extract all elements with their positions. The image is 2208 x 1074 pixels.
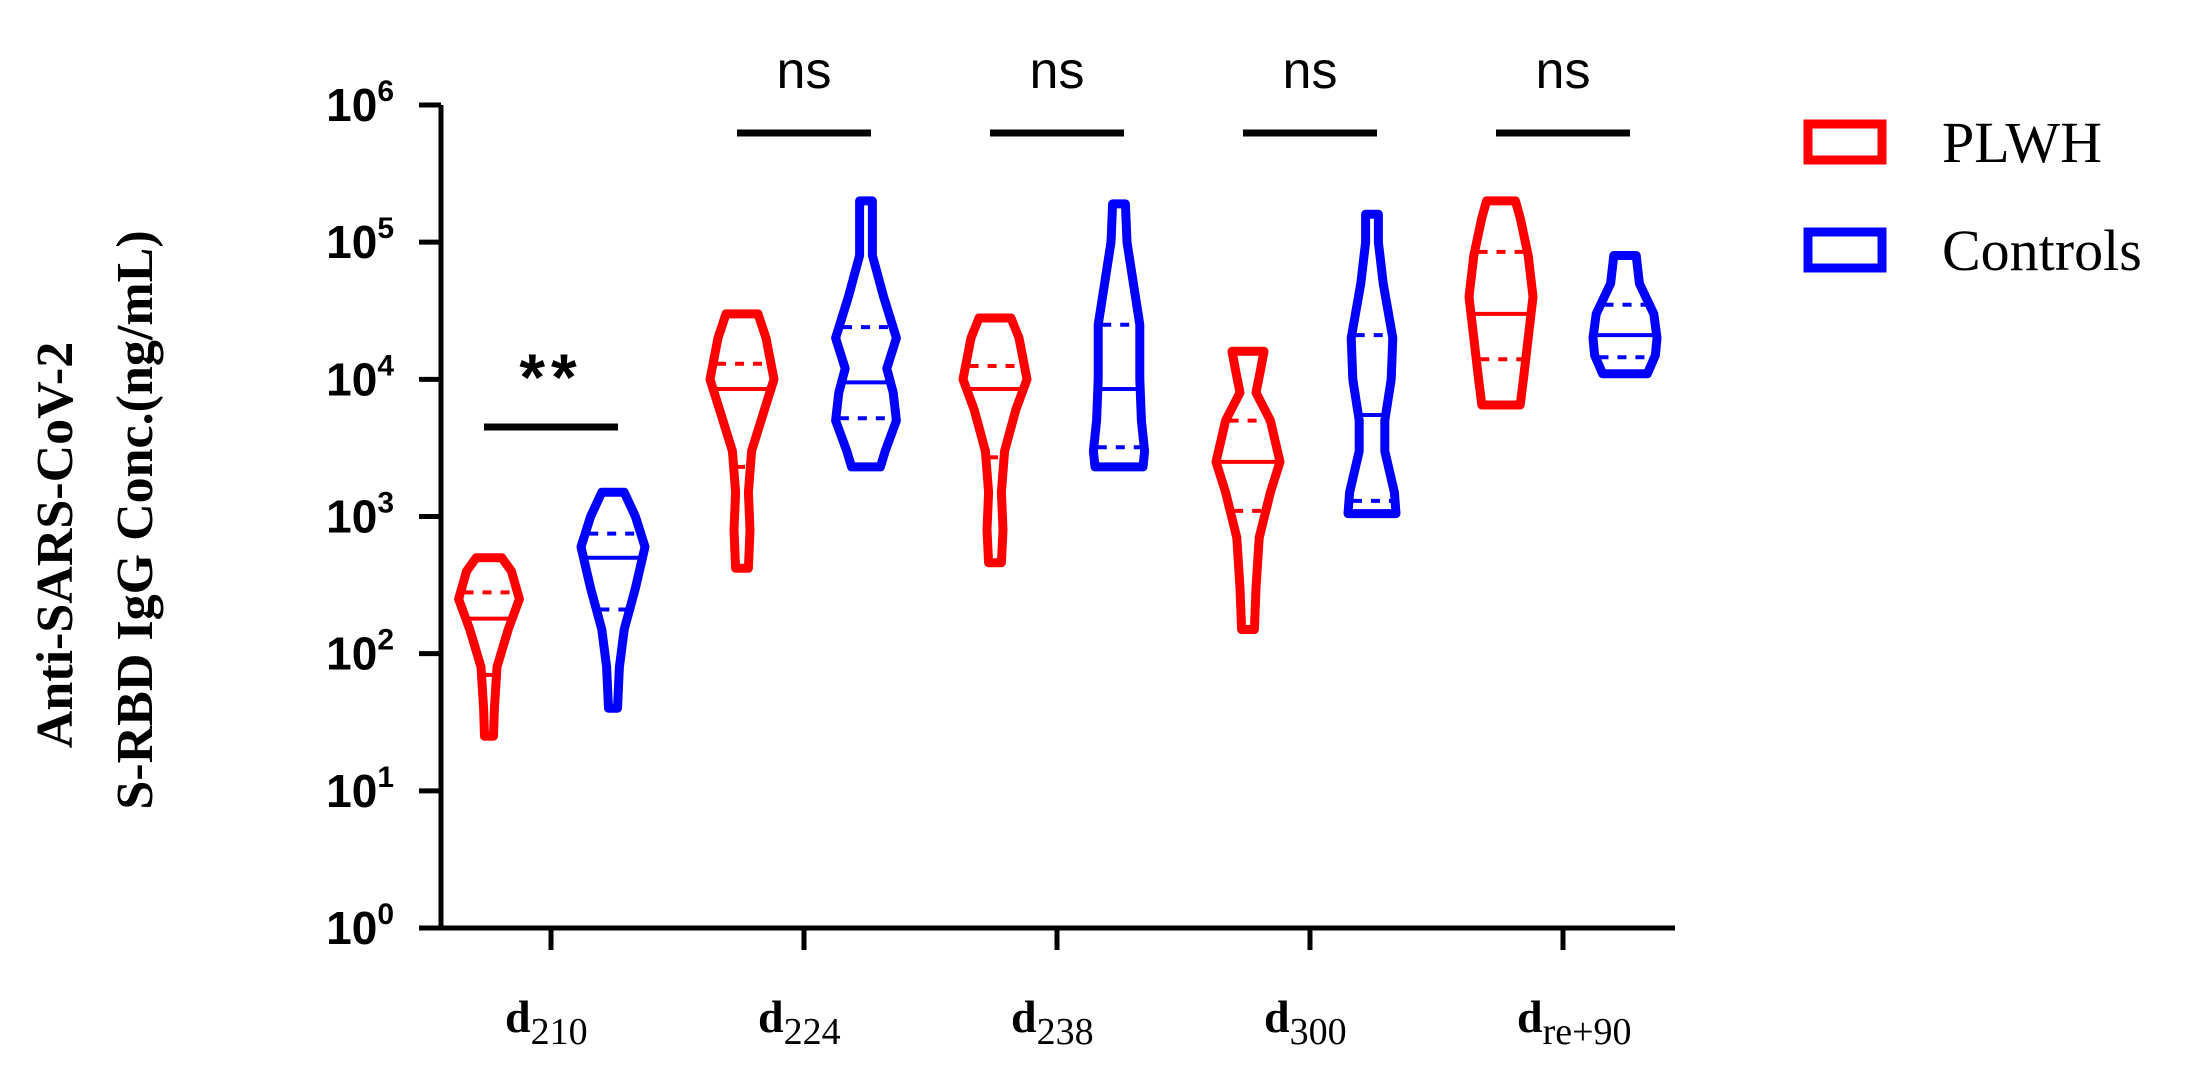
- x-tick-label: dre+90: [1517, 991, 1632, 1053]
- violin-controls-238: [1088, 199, 1150, 472]
- significance-label: **: [519, 340, 582, 414]
- y-tick-label: 103: [326, 487, 394, 543]
- y-tick-label: 101: [326, 761, 394, 817]
- violin-plwh-300: [1211, 346, 1285, 634]
- violin-outline: [1464, 196, 1538, 410]
- legend-label: Controls: [1942, 218, 2142, 283]
- significance-label: ns: [777, 42, 832, 100]
- x-tick-label: d238: [1011, 991, 1094, 1053]
- violin-plwh-re+90: [1464, 196, 1538, 410]
- violin-outline: [576, 487, 650, 713]
- x-tick-label: d224: [758, 991, 841, 1053]
- legend: PLWH Controls: [1803, 110, 2142, 283]
- violins: [454, 196, 1662, 741]
- violin-outline: [454, 553, 524, 741]
- legend-swatch: [1803, 227, 1887, 273]
- violin-outline: [958, 313, 1032, 568]
- y-axis-title-line-2: S-RBD IgG Conc.(ng/mL): [107, 230, 164, 809]
- violin-outline: [1343, 209, 1401, 519]
- violin-outline: [1088, 199, 1150, 472]
- violin-plwh-210: [454, 553, 524, 741]
- y-tick-label: 106: [326, 75, 394, 131]
- violin-plwh-224: [705, 309, 779, 573]
- violin-outline: [1588, 251, 1662, 379]
- y-tick-label: 104: [326, 349, 394, 405]
- y-axis-title: Anti-SARS-CoV-2 S-RBD IgG Conc.(ng/mL): [27, 230, 164, 809]
- violin-controls-300: [1343, 209, 1401, 519]
- significance-label: ns: [1536, 42, 1591, 100]
- y-axis-title-line-1: Anti-SARS-CoV-2: [27, 342, 84, 748]
- y-tick-label: 100: [326, 898, 394, 954]
- violin-outline: [705, 309, 779, 573]
- x-tick-label: d300: [1264, 991, 1347, 1053]
- legend-swatch: [1803, 119, 1887, 165]
- significance-label: ns: [1030, 42, 1085, 100]
- x-tick-label: d210: [505, 991, 588, 1053]
- y-tick-label: 105: [326, 212, 394, 268]
- violin-controls-210: [576, 487, 650, 713]
- violin-outline: [1211, 346, 1285, 634]
- y-axis-ticks: 100 101 102 103 104 105 106: [326, 75, 441, 954]
- significance-markers: ** ns ns ns ns: [484, 42, 1630, 431]
- violin-plwh-238: [958, 313, 1032, 568]
- violin-controls-224: [831, 196, 901, 472]
- legend-label: PLWH: [1942, 110, 2102, 175]
- y-tick-label: 102: [326, 624, 394, 680]
- significance-label: ns: [1283, 42, 1338, 100]
- x-axis-ticks: d210 d224 d238 d300 dre+90: [505, 928, 1632, 1053]
- violin-outline: [831, 196, 901, 472]
- violin-controls-re+90: [1588, 251, 1662, 379]
